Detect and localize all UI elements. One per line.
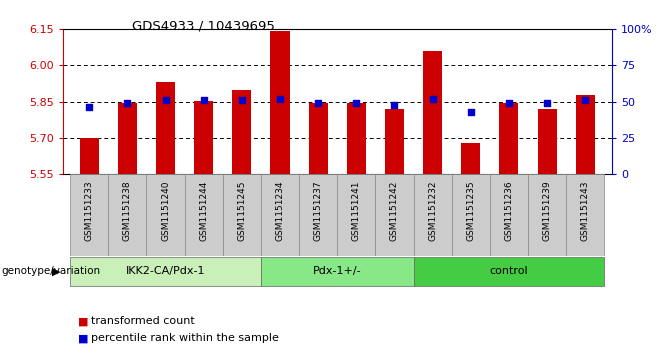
Text: GSM1151234: GSM1151234 [276, 181, 284, 241]
Bar [576, 95, 595, 174]
Text: ■: ■ [78, 333, 88, 343]
Bar [156, 82, 175, 174]
Bar [309, 103, 328, 174]
Point [237, 97, 247, 103]
Text: GSM1151232: GSM1151232 [428, 181, 437, 241]
Bar [80, 138, 99, 174]
Bar [261, 174, 299, 256]
Bar [109, 174, 147, 256]
Text: Pdx-1+/-: Pdx-1+/- [313, 266, 361, 276]
Text: GSM1151236: GSM1151236 [505, 181, 513, 241]
Point [427, 96, 438, 102]
Text: GSM1151238: GSM1151238 [123, 181, 132, 241]
Bar [337, 174, 375, 256]
Point [199, 97, 209, 103]
Bar [118, 103, 137, 174]
Bar [232, 90, 251, 174]
Point [161, 97, 171, 103]
Point [351, 100, 361, 106]
Bar [147, 174, 185, 256]
Bar [528, 174, 566, 256]
Text: control: control [490, 266, 528, 276]
Bar [413, 257, 604, 286]
Bar [70, 257, 261, 286]
Bar [299, 174, 338, 256]
Bar [538, 109, 557, 174]
Bar [461, 143, 480, 174]
Point [465, 109, 476, 115]
Text: GSM1151245: GSM1151245 [238, 181, 246, 241]
Point [389, 102, 399, 107]
Bar [499, 103, 519, 174]
Point [580, 97, 590, 103]
Text: percentile rank within the sample: percentile rank within the sample [91, 333, 279, 343]
Point [84, 105, 95, 110]
Text: ■: ■ [78, 316, 88, 326]
Text: GSM1151242: GSM1151242 [390, 181, 399, 241]
Text: genotype/variation: genotype/variation [1, 266, 101, 276]
Text: GSM1151233: GSM1151233 [85, 181, 93, 241]
Text: transformed count: transformed count [91, 316, 195, 326]
Bar [223, 174, 261, 256]
Point [503, 100, 514, 106]
Point [275, 96, 286, 102]
Point [122, 100, 133, 106]
Text: GSM1151235: GSM1151235 [467, 181, 475, 241]
Bar [451, 174, 490, 256]
Point [542, 100, 552, 106]
Bar [70, 174, 109, 256]
Point [313, 100, 324, 106]
Bar [185, 174, 223, 256]
Bar [194, 101, 213, 174]
Text: GDS4933 / 10439695: GDS4933 / 10439695 [132, 20, 274, 33]
Bar [423, 51, 442, 174]
Bar [385, 109, 404, 174]
Bar [566, 174, 604, 256]
Text: GSM1151241: GSM1151241 [352, 181, 361, 241]
Text: GSM1151239: GSM1151239 [543, 181, 551, 241]
Bar [375, 174, 413, 256]
Text: GSM1151243: GSM1151243 [581, 181, 590, 241]
Bar [270, 31, 290, 174]
Text: GSM1151244: GSM1151244 [199, 181, 208, 241]
Bar [490, 174, 528, 256]
Bar [413, 174, 451, 256]
Bar [261, 257, 413, 286]
Bar [347, 103, 366, 174]
Text: GSM1151237: GSM1151237 [314, 181, 322, 241]
Text: GSM1151240: GSM1151240 [161, 181, 170, 241]
Text: IKK2-CA/Pdx-1: IKK2-CA/Pdx-1 [126, 266, 205, 276]
Text: ▶: ▶ [52, 266, 61, 276]
